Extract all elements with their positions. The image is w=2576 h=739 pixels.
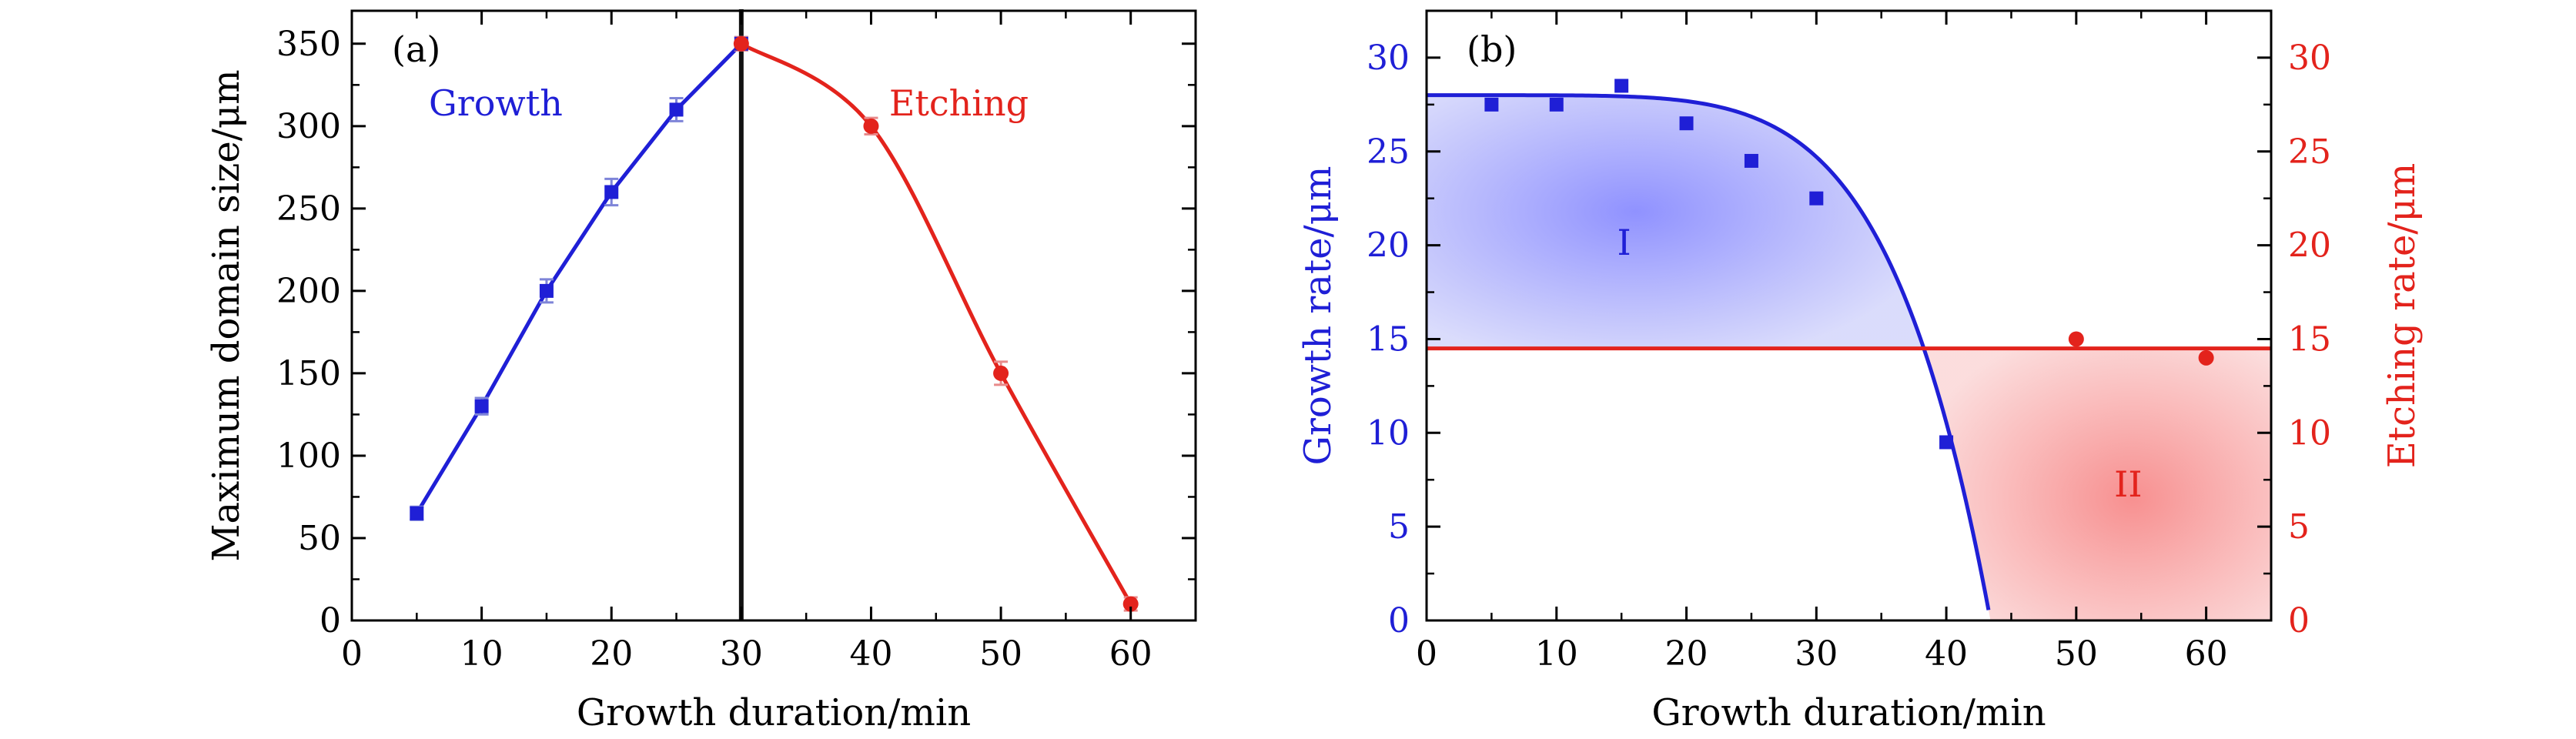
panel-a-frame (350, 9, 1197, 622)
left-y-tick-label: 0 (1388, 601, 1410, 640)
y-tick-label: 0 (319, 601, 341, 640)
region-i-shading (1427, 95, 1925, 349)
etching-data-point (863, 118, 879, 134)
growth-rate-fit-curve (1427, 93, 1991, 610)
x-tick-label: 60 (2185, 634, 2228, 674)
x-tick-label: 20 (1665, 634, 1708, 674)
y-tick-label: 250 (276, 189, 341, 229)
growth-rate-data-point (1484, 97, 1499, 112)
growth-rate-data-point (1549, 97, 1564, 112)
panel-b-label: (b) (1467, 28, 1517, 70)
growth-data-point (604, 185, 619, 199)
x-tick-label: 40 (1925, 634, 1968, 674)
region-ii-label: II (2114, 463, 2142, 505)
etching-rate-data-point (2068, 331, 2084, 347)
y-tick-label: 300 (276, 107, 341, 146)
growth-rate-data-point (1939, 435, 1954, 450)
x-tick-label: 50 (979, 634, 1022, 674)
etching-annotation: Etching (889, 82, 1029, 124)
right-y-tick-label: 20 (2288, 226, 2331, 266)
growth-rate-data-point (1679, 116, 1694, 131)
x-tick-label: 10 (1535, 634, 1578, 674)
right-y-tick-label: 30 (2288, 38, 2331, 78)
panel-a-x-axis-label: Growth duration/min (577, 691, 971, 734)
x-tick-label: 60 (1109, 634, 1153, 674)
panel-b-x-axis-label: Growth duration/min (1651, 691, 2046, 734)
growth-series-line (415, 42, 743, 515)
panel-a-label: (a) (392, 28, 440, 70)
growth-data-point (539, 283, 554, 298)
panel-a-y-axis-label: Maximum domain size/μm (205, 69, 248, 561)
panel-b-right-y-axis-label: Etching rate/μm (2380, 163, 2424, 469)
growth-annotation: Growth (429, 82, 563, 124)
etching-series-line (740, 42, 1132, 605)
growth-rate-data-point (1744, 153, 1758, 168)
region-i-label: I (1617, 222, 1631, 263)
etching-data-point (733, 35, 749, 52)
panel-a: 0 10 20 30 40 50 60 0 50 100 150 200 250 300 350 (a) G… (205, 9, 1197, 734)
x-tick-label: 50 (2055, 634, 2098, 674)
x-tick-label: 30 (720, 634, 763, 674)
panel-b-frame (1425, 9, 2273, 622)
y-tick-label: 200 (276, 272, 341, 311)
growth-data-point (669, 102, 684, 117)
y-tick-label: 100 (276, 436, 341, 476)
right-y-tick-label: 25 (2288, 132, 2331, 172)
panel-b-left-y-axis-label: Growth rate/μm (1296, 166, 1340, 466)
y-tick-label: 50 (298, 519, 341, 558)
right-y-tick-label: 15 (2288, 319, 2331, 359)
panel-b: 0 10 20 30 40 50 60 0 5 10 15 20 25 30 0 5 10 15 20 25 30 (b… (1296, 9, 2424, 734)
x-tick-label: 10 (460, 634, 503, 674)
region-ii-shading (1924, 348, 2271, 620)
x-tick-label: 40 (849, 634, 892, 674)
growth-data-point (474, 399, 489, 413)
etching-rate-data-point (2198, 349, 2214, 366)
etching-data-point (993, 365, 1009, 381)
growth-rate-data-point (1809, 191, 1824, 206)
growth-rate-data-point (1614, 79, 1629, 93)
left-y-tick-label: 30 (1367, 38, 1410, 78)
y-tick-label: 150 (276, 354, 341, 393)
right-y-tick-label: 5 (2288, 507, 2310, 547)
left-y-tick-label: 25 (1367, 132, 1410, 172)
x-tick-label: 20 (590, 634, 633, 674)
left-y-tick-label: 15 (1367, 319, 1410, 359)
etching-data-point (1122, 596, 1139, 612)
left-y-tick-label: 10 (1367, 413, 1410, 453)
growth-data-point (410, 506, 424, 520)
right-y-tick-label: 0 (2288, 601, 2310, 640)
right-y-tick-label: 10 (2288, 413, 2331, 453)
left-y-tick-label: 5 (1388, 507, 1410, 547)
left-y-tick-label: 20 (1367, 226, 1410, 266)
y-tick-label: 350 (276, 25, 341, 64)
x-tick-label: 0 (1416, 634, 1437, 674)
x-tick-label: 30 (1795, 634, 1838, 674)
x-tick-label: 0 (341, 634, 363, 674)
